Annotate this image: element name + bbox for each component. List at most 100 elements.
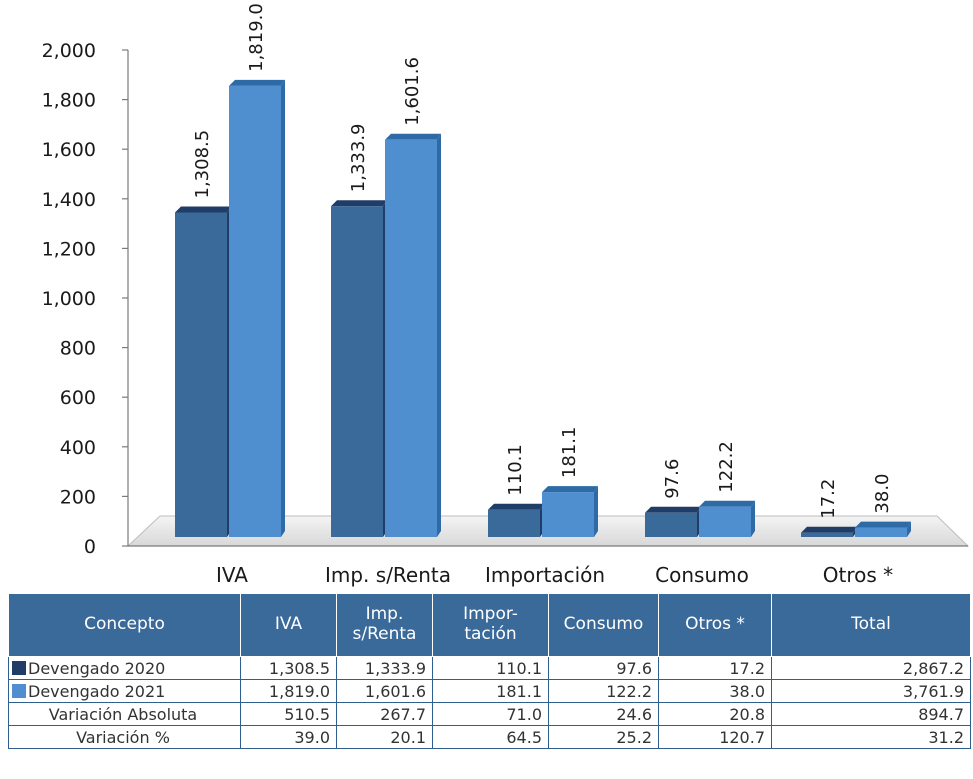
bar-value-label: 1,601.6 (402, 57, 423, 126)
header-imp-renta: Imp. s/Renta (336, 593, 433, 657)
y-tick-label: 1,200 (42, 238, 96, 260)
bar-top (645, 506, 701, 513)
table-cell: 1,819.0 (240, 679, 337, 703)
x-category-label: Otros * (823, 563, 893, 587)
bar (542, 492, 594, 537)
header-total: Total (771, 593, 971, 657)
bar-value-label: 97.6 (662, 459, 683, 499)
bar-top (855, 521, 911, 528)
x-category-label: Imp. s/Renta (325, 563, 451, 587)
bar (699, 506, 751, 537)
table-cell: 110.1 (432, 656, 549, 680)
bar-value-label: 181.1 (559, 427, 580, 479)
value-labels-group: 1,308.5 1,819.0 1,333.9 1,601.6 110.1 181.1 97… (192, 3, 893, 519)
table-cell: 38.0 (658, 679, 772, 703)
bar-top (229, 79, 285, 86)
table-cell: 3,761.9 (771, 679, 971, 703)
table-cell: 267.7 (336, 702, 433, 726)
bar-side (437, 133, 441, 537)
x-category-label: Consumo (655, 563, 749, 587)
table-cell: 64.5 (432, 725, 549, 749)
bar-side (751, 500, 755, 537)
bar-chart: 0 200 400 600 800 1,000 1,200 1,400 1,600 1,800 2,… (42, 3, 970, 587)
row-label-text: Devengado 2020 (28, 658, 166, 678)
table-row: Variación Absoluta 510.5 267.7 71.0 24.6… (8, 702, 971, 726)
bar-side (281, 79, 285, 537)
header-importacion: Impor- tación (432, 593, 549, 657)
row-label-devengado-2021: Devengado 2021 (8, 679, 241, 703)
y-tick-label: 1,600 (42, 139, 96, 161)
table-cell: 20.8 (658, 702, 772, 726)
row-label-devengado-2020: Devengado 2020 (8, 656, 241, 680)
table-cell: 24.6 (548, 702, 659, 726)
row-label-text: Devengado 2021 (28, 681, 166, 701)
bar (331, 206, 383, 537)
y-tick-label: 400 (60, 437, 96, 459)
table-cell: 97.6 (548, 656, 659, 680)
table-cell: 2,867.2 (771, 656, 971, 680)
x-axis-categories: IVA Imp. s/Renta Importación Consumo Otros * (216, 563, 893, 587)
bar-side (907, 521, 911, 537)
bar-value-label: 1,308.5 (192, 130, 213, 199)
bar (175, 212, 227, 537)
y-tick-label: 600 (60, 387, 96, 409)
y-tick-label: 800 (60, 338, 96, 360)
bar-side (594, 486, 598, 537)
table-cell: 1,601.6 (336, 679, 433, 703)
bar-value-label: 38.0 (872, 473, 893, 513)
table-cell: 1,308.5 (240, 656, 337, 680)
bar-top (699, 500, 755, 507)
row-label-variacion-pct: Variación % (8, 725, 241, 749)
y-tick-label: 200 (60, 486, 96, 508)
bar-value-label: 17.2 (818, 479, 839, 519)
table-cell: 39.0 (240, 725, 337, 749)
table-cell: 31.2 (771, 725, 971, 749)
table-cell: 20.1 (336, 725, 433, 749)
header-concepto: Concepto (8, 593, 241, 657)
table-cell: 894.7 (771, 702, 971, 726)
x-category-label: IVA (216, 563, 248, 587)
x-category-label: Importación (485, 563, 605, 587)
y-tick-label: 2,000 (42, 40, 96, 62)
table-cell: 122.2 (548, 679, 659, 703)
table-cell: 181.1 (432, 679, 549, 703)
table-cell: 1,333.9 (336, 656, 433, 680)
bar-top (331, 200, 387, 207)
table-row: Devengado 2020 1,308.5 1,333.9 110.1 97.… (8, 656, 971, 680)
y-tick-label: 0 (84, 536, 96, 558)
table-cell: 17.2 (658, 656, 772, 680)
y-axis: 0 200 400 600 800 1,000 1,200 1,400 1,600 1,800 2,… (42, 40, 968, 558)
table-row: Variación % 39.0 20.1 64.5 25.2 120.7 31… (8, 725, 971, 749)
header-otros: Otros * (658, 593, 772, 657)
y-tick-label: 1,400 (42, 189, 96, 211)
table-cell: 510.5 (240, 702, 337, 726)
table-header-row: Concepto IVA Imp. s/Renta Impor- tación … (8, 593, 971, 657)
bar (229, 85, 281, 537)
bar-value-label: 122.2 (716, 441, 737, 493)
data-table: Concepto IVA Imp. s/Renta Impor- tación … (8, 593, 971, 749)
header-consumo: Consumo (548, 593, 659, 657)
bar-top (385, 133, 441, 140)
bar (488, 509, 540, 537)
legend-swatch-2021 (12, 683, 26, 698)
bar-top (801, 526, 857, 533)
legend-swatch-2020 (12, 660, 26, 675)
bar-top (542, 486, 598, 493)
bar-value-label: 1,819.0 (246, 3, 267, 72)
y-tick-label: 1,800 (42, 90, 96, 112)
bar-value-label: 110.1 (505, 444, 526, 496)
bar (645, 512, 697, 537)
table-cell: 71.0 (432, 702, 549, 726)
bar-top (488, 503, 544, 510)
bar (385, 139, 437, 537)
table-cell: 25.2 (548, 725, 659, 749)
bar (855, 527, 907, 537)
bar (801, 532, 853, 537)
table-row: Devengado 2021 1,819.0 1,601.6 181.1 122… (8, 679, 971, 703)
bars-group (175, 79, 911, 537)
table-cell: 120.7 (658, 725, 772, 749)
y-tick-label: 1,000 (42, 288, 96, 310)
bar-top (175, 206, 231, 213)
header-iva: IVA (240, 593, 337, 657)
bar-value-label: 1,333.9 (348, 123, 369, 192)
